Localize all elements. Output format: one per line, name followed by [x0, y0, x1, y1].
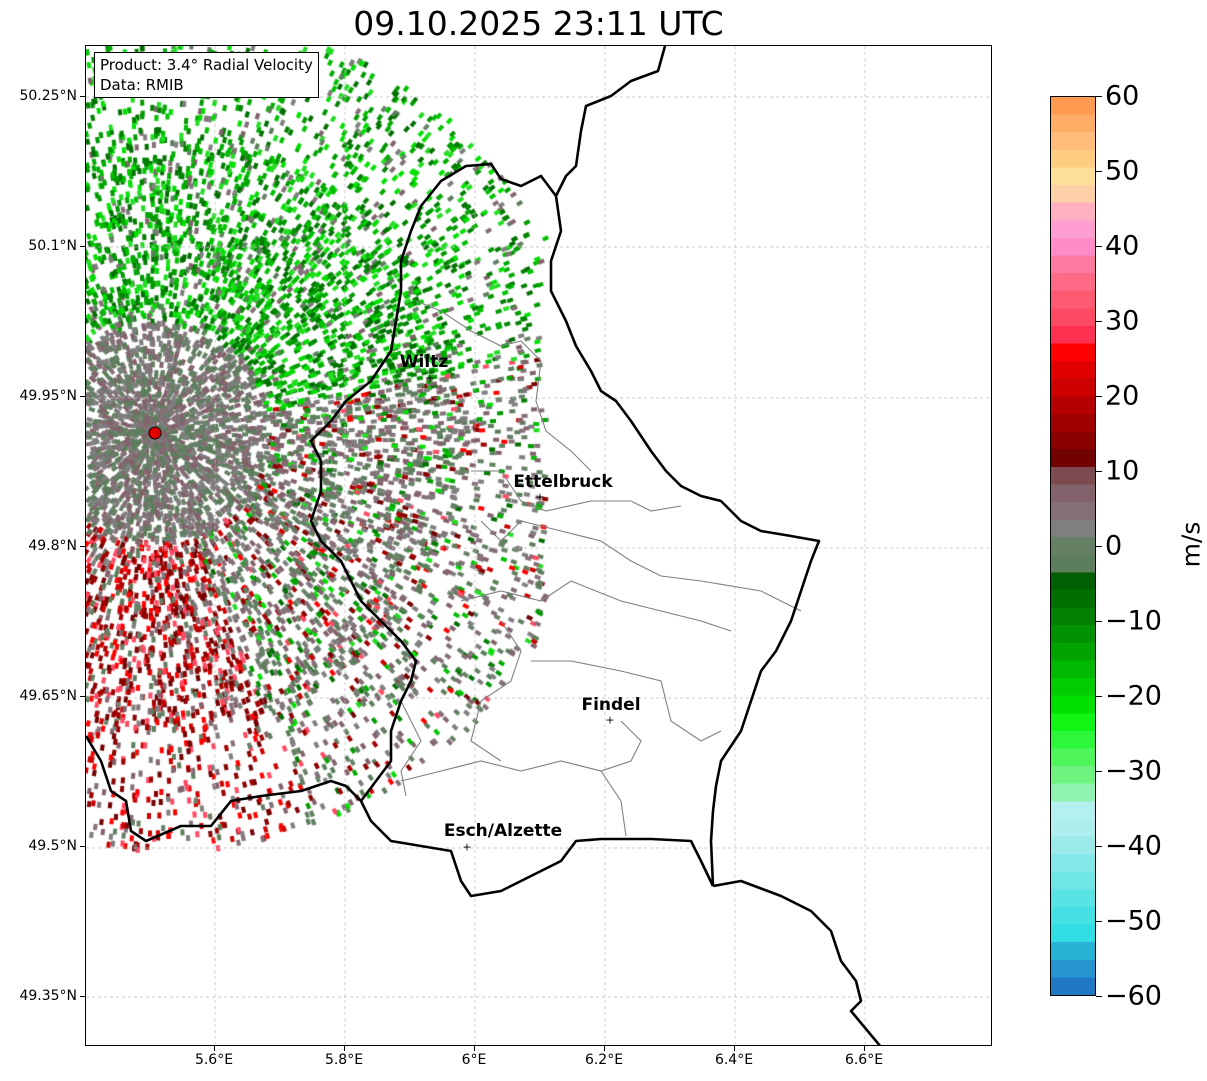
radar-echo-layer: [86, 46, 991, 1045]
lat-tick-mark: [80, 546, 85, 547]
country-borders: [86, 46, 882, 1045]
lon-tick-label: 6.2°E: [584, 1052, 624, 1068]
lon-tick-label: 5.6°E: [194, 1052, 234, 1068]
lat-tick-mark: [80, 846, 85, 847]
colorbar-tick-mark: [1096, 771, 1102, 772]
colorbar-tick-label: 60: [1105, 80, 1140, 112]
lon-tick-label: 6.4°E: [714, 1052, 754, 1068]
city-marker-icon: +: [605, 713, 615, 727]
city-label-wiltz: Wiltz: [399, 352, 449, 372]
lat-tick-mark: [80, 396, 85, 397]
colorbar-tick-mark: [1096, 996, 1102, 997]
lat-tick-mark: [80, 96, 85, 97]
data-source-label: Data: RMIB: [100, 76, 184, 94]
colorbar-tick-mark: [1096, 546, 1102, 547]
colorbar-tick-label: −10: [1105, 605, 1162, 637]
lon-tick-label: 6°E: [461, 1052, 487, 1068]
colorbar-tick-label: −30: [1105, 755, 1162, 787]
lon-tick-mark: [344, 1046, 345, 1051]
colorbar-tick-label: 30: [1105, 305, 1140, 337]
colorbar-tick-label: 10: [1105, 455, 1140, 487]
lon-tick-mark: [734, 1046, 735, 1051]
lat-tick-label: 49.5°N: [28, 838, 77, 854]
lat-tick-label: 50.25°N: [19, 88, 77, 104]
map-overlay: [86, 46, 991, 1045]
lon-tick-mark: [214, 1046, 215, 1051]
city-marker-icon: +: [425, 371, 435, 385]
lat-tick-label: 49.95°N: [19, 388, 77, 404]
lat-tick-label: 49.35°N: [19, 988, 77, 1004]
canton-borders: [400, 300, 802, 837]
gridlines: [86, 46, 991, 1045]
city-marker-icon: +: [535, 490, 545, 504]
colorbar-tick-label: 0: [1105, 530, 1123, 562]
colorbar-tick-mark: [1096, 171, 1102, 172]
lat-tick-label: 49.65°N: [19, 688, 77, 704]
lon-tick-label: 6.6°E: [844, 1052, 884, 1068]
colorbar-tick-mark: [1096, 471, 1102, 472]
lon-tick-mark: [474, 1046, 475, 1051]
colorbar-tick-mark: [1096, 321, 1102, 322]
colorbar-tick-mark: [1096, 246, 1102, 247]
colorbar-tick-mark: [1096, 96, 1102, 97]
lon-tick-mark: [864, 1046, 865, 1051]
lon-tick-label: 5.8°E: [324, 1052, 364, 1068]
colorbar-tick-label: −20: [1105, 680, 1162, 712]
colorbar-tick-label: 40: [1105, 230, 1140, 262]
city-label-esch: Esch/Alzette: [443, 821, 563, 841]
lon-tick-mark: [604, 1046, 605, 1051]
colorbar: [1050, 96, 1096, 996]
colorbar-tick-mark: [1096, 846, 1102, 847]
colorbar-tick-label: −40: [1105, 830, 1162, 862]
colorbar-tick-mark: [1096, 621, 1102, 622]
lat-tick-label: 50.1°N: [28, 238, 77, 254]
lat-tick-label: 49.8°N: [28, 538, 77, 554]
radar-site-marker: [148, 426, 162, 440]
colorbar-tick-label: −60: [1105, 980, 1162, 1012]
colorbar-tick-mark: [1096, 696, 1102, 697]
colorbar-tick-mark: [1096, 921, 1102, 922]
city-label-findel: Findel: [581, 695, 641, 715]
colorbar-tick-label: 20: [1105, 380, 1140, 412]
city-label-ettelbruck: Ettelbruck: [513, 472, 613, 492]
product-label: Product: 3.4° Radial Velocity: [100, 56, 313, 74]
product-info-box: Product: 3.4° Radial Velocity Data: RMIB: [94, 52, 319, 98]
colorbar-tick-label: 50: [1105, 155, 1140, 187]
city-marker-icon: +: [462, 840, 472, 854]
lat-tick-mark: [80, 996, 85, 997]
lat-tick-mark: [80, 246, 85, 247]
map-axes: [85, 45, 992, 1046]
map-title: 09.10.2025 23:11 UTC: [353, 4, 724, 43]
colorbar-label: m/s: [1176, 521, 1206, 568]
colorbar-tick-label: −50: [1105, 905, 1162, 937]
lat-tick-mark: [80, 696, 85, 697]
colorbar-tick-mark: [1096, 396, 1102, 397]
